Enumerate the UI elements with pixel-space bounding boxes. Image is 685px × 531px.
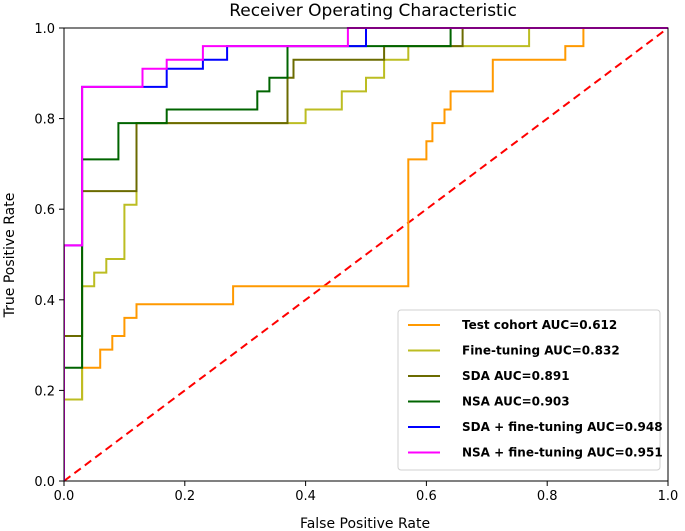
legend-entry-label: Test cohort AUC=0.612: [462, 318, 617, 332]
x-tick-label: 0.2: [174, 489, 195, 504]
legend-entry-label: Fine-tuning AUC=0.832: [462, 344, 620, 358]
y-tick-label: 1.0: [34, 22, 55, 37]
y-tick-label: 0.2: [34, 384, 55, 399]
y-tick-label: 0.6: [34, 203, 55, 218]
roc-series-line-1: [64, 27, 668, 481]
x-tick-label: 0.6: [416, 489, 437, 504]
legend-entry-label: SDA AUC=0.891: [462, 369, 570, 383]
legend-entry-label: NSA AUC=0.903: [462, 395, 570, 409]
axes: 0.0 0.2 0.4 0.6 0.8 1.0 0.0 0.2 0.4 0.6 0.8 1.0: [34, 22, 678, 504]
y-tick-label: 0.4: [34, 294, 55, 309]
x-tick-label: 1.0: [658, 489, 679, 504]
roc-series-line-6: [64, 27, 668, 481]
y-axis-label: True Positive Rate: [2, 193, 18, 319]
x-axis-label: False Positive Rate: [300, 516, 430, 531]
legend-entry-label: SDA + fine-tuning AUC=0.948: [462, 420, 663, 434]
reference-diagonal-line: [64, 27, 669, 482]
legend: Test cohort AUC=0.612 Fine-tuning AUC=0.8…: [397, 309, 663, 471]
x-tick-label: 0.8: [537, 489, 558, 504]
legend-box: [397, 309, 661, 471]
plot-area: [64, 27, 669, 482]
chart-title: Receiver Operating Characteristic: [229, 1, 517, 21]
y-tick-label: 0.0: [34, 475, 55, 490]
y-tick-label: 0.8: [34, 113, 55, 128]
legend-entry-label: NSA + fine-tuning AUC=0.951: [462, 446, 663, 460]
x-tick-label: 0.0: [54, 489, 75, 504]
plot-frame: [63, 27, 669, 482]
x-tick-label: 0.4: [295, 489, 316, 504]
